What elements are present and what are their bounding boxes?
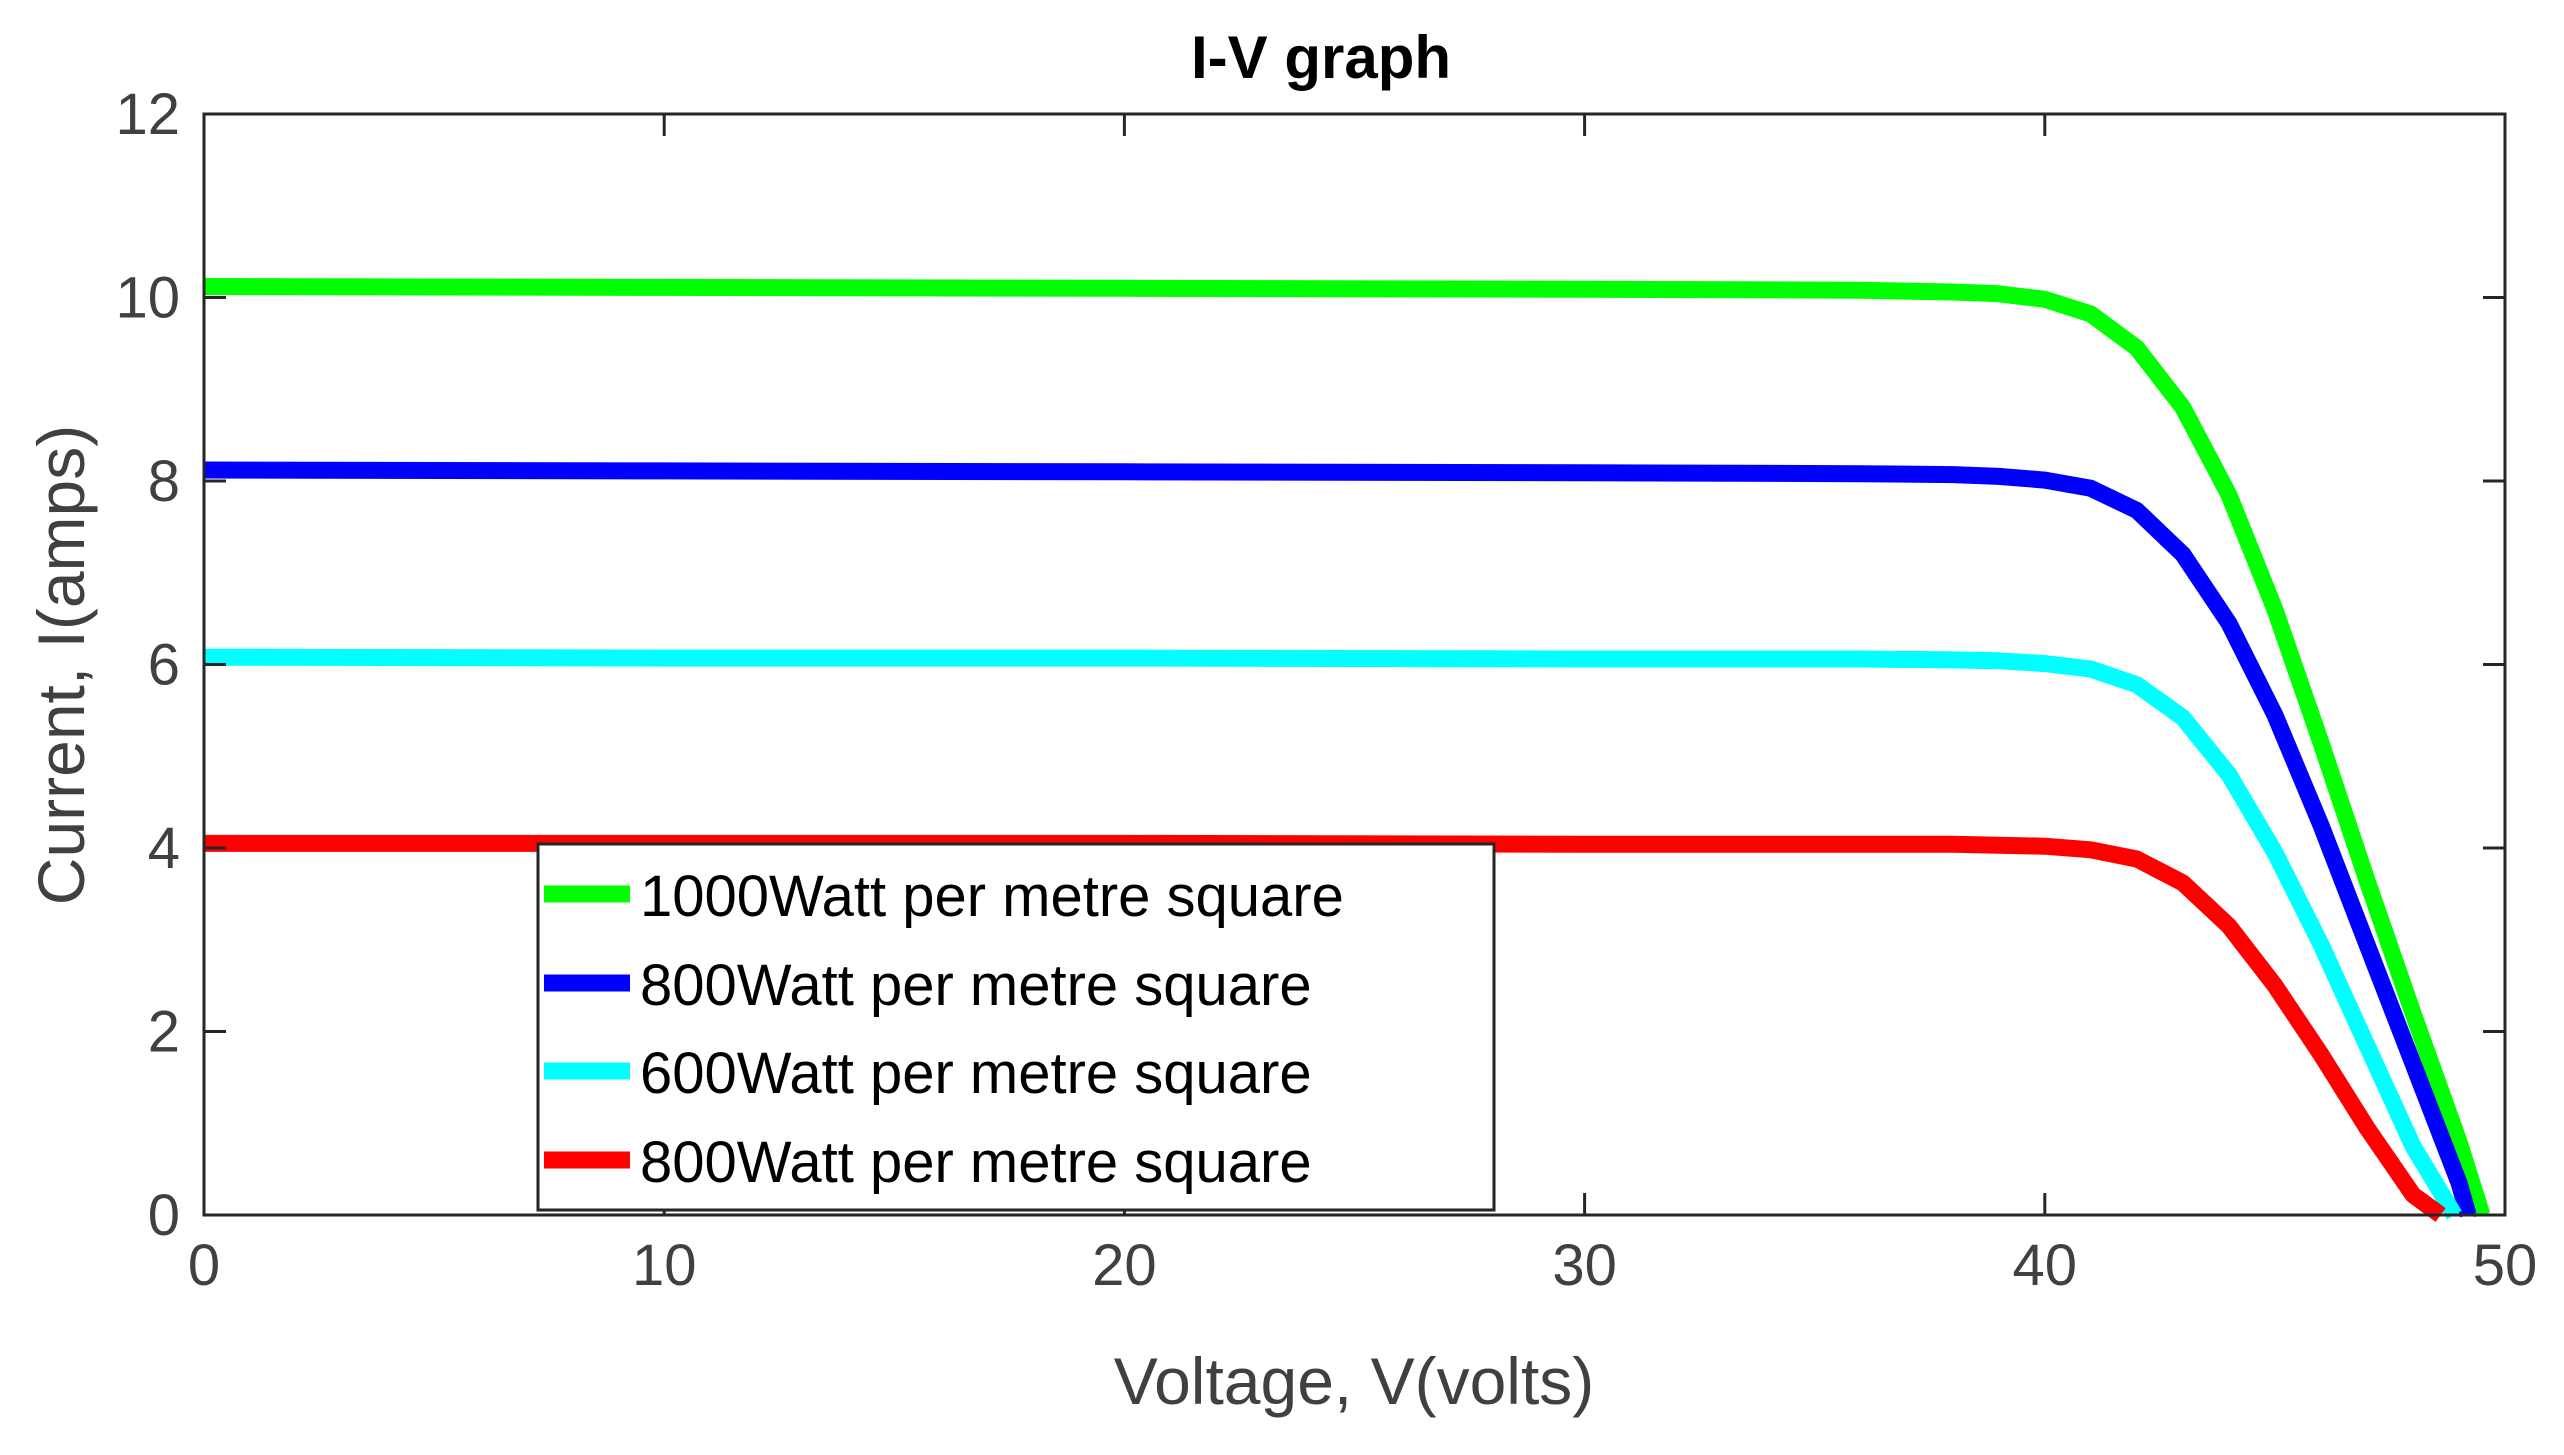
x-axis: 0 10 20 30 40 50 (188, 114, 2537, 1298)
x-tick-label: 50 (2473, 1233, 2538, 1298)
series-line-1 (203, 278, 2491, 1218)
x-tick-label: 30 (1552, 1233, 1617, 1298)
y-axis: 0 2 4 6 8 10 12 (115, 82, 2505, 1248)
series-line-3 (203, 648, 2462, 1220)
y-tick-label: 4 (148, 816, 180, 881)
legend-label: 1000Watt per metre square (640, 864, 1344, 929)
y-axis-label: Current, I(amps) (24, 425, 98, 905)
y-tick-label: 0 (148, 1183, 180, 1248)
x-tick-label: 10 (632, 1233, 697, 1298)
legend: 1000Watt per metre square 800Watt per me… (536, 842, 1496, 1212)
x-tick-label: 0 (188, 1233, 220, 1298)
y-tick-label: 2 (148, 1000, 180, 1065)
legend-box (536, 842, 1496, 1212)
y-tick-label: 6 (148, 633, 180, 698)
y-tick-label: 8 (148, 449, 180, 514)
series-line-2 (203, 461, 2477, 1218)
y-tick-label: 12 (115, 82, 180, 147)
legend-label: 600Watt per metre square (640, 1041, 1312, 1106)
chart-title: I-V graph (1191, 24, 1451, 91)
y-tick-label: 10 (115, 266, 180, 331)
legend-label: 800Watt per metre square (640, 953, 1312, 1018)
x-tick-label: 20 (1092, 1233, 1157, 1298)
legend-label: 800Watt per metre square (640, 1130, 1312, 1195)
x-axis-label: Voltage, V(volts) (1114, 1344, 1595, 1418)
x-tick-label: 40 (2013, 1233, 2078, 1298)
